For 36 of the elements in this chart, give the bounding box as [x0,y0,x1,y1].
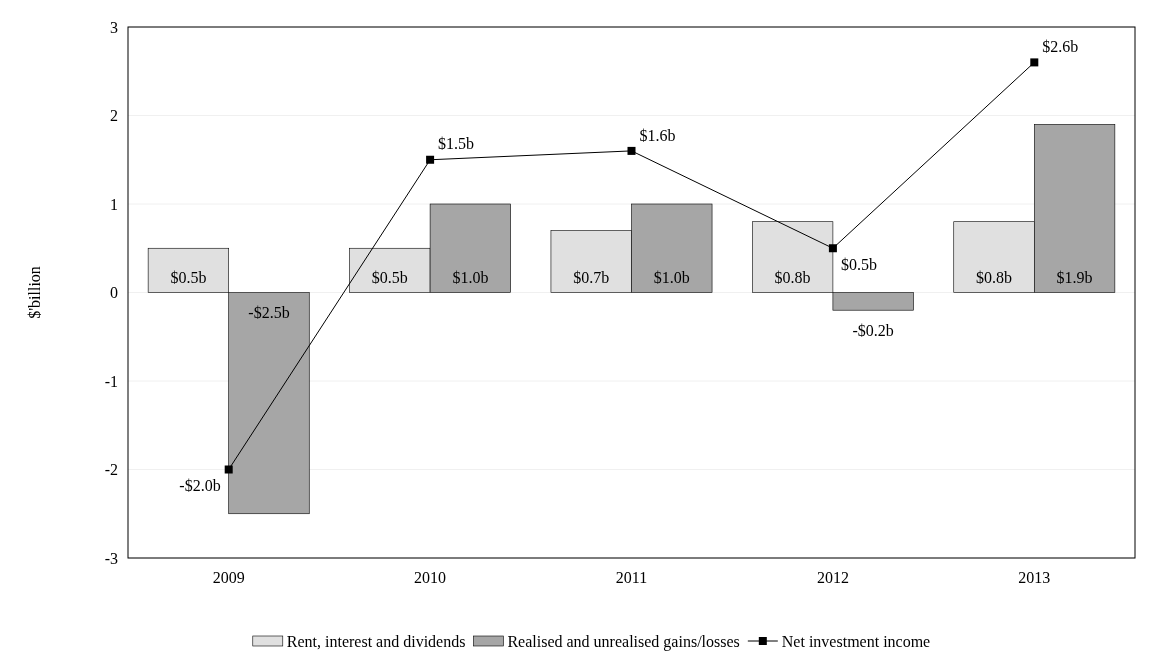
y-tick-label: -2 [104,461,118,479]
x-tick-label: 2009 [212,569,245,587]
data-label: $0.7b [573,269,610,287]
legend-label: Realised and unrealised gains/losses [507,632,740,651]
data-label: $1.0b [452,269,489,287]
y-tick-label: 0 [110,284,118,302]
y-tick-label: 2 [110,107,118,125]
point [426,155,435,164]
legend-label: Rent, interest and dividends [286,632,466,650]
y-tick-label: 3 [110,18,118,36]
y-tick-label: -3 [104,549,118,567]
data-label: $0.5b [371,269,408,287]
legend-label: Net investment income [781,632,931,650]
point [224,465,233,474]
y-tick-label: 1 [110,195,118,213]
x-tick-label: 2011 [615,569,648,587]
x-tick-label: 2010 [414,569,447,587]
data-label: -$2.5b [248,304,290,322]
data-label: $1.5b [438,135,475,153]
x-tick-label: 2012 [816,569,849,587]
data-label: $2.6b [1042,38,1079,55]
data-label: $1.0b [653,269,690,287]
data-label: $0.8b [774,269,811,287]
data-label: -$0.2b [852,321,894,339]
y-tick-label: -1 [104,372,118,390]
point [627,146,636,155]
data-label: $1.9b [1056,269,1093,287]
point [828,244,837,253]
data-label: $0.8b [976,269,1013,287]
point [1030,58,1039,67]
data-label: $0.5b [170,269,207,287]
data-label: -$2.0b [179,477,221,495]
data-label: $1.6b [639,126,676,144]
x-tick-label: 2013 [1018,569,1051,587]
data-label: $0.5b [840,255,877,273]
y-axis-title: $'billion [26,266,43,319]
